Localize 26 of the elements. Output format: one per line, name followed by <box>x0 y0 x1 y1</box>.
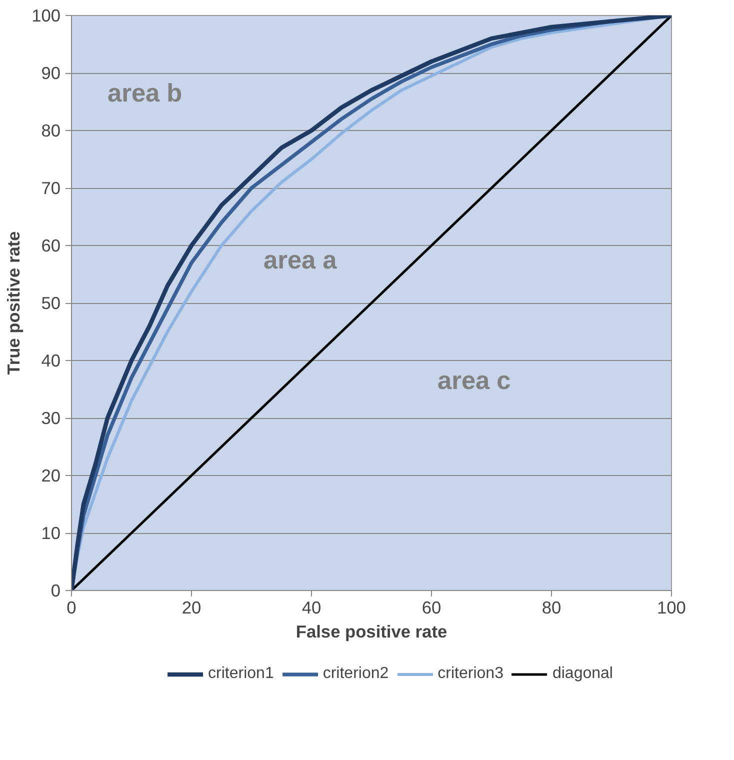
annotation: area a <box>264 246 338 274</box>
legend-label: criterion3 <box>438 665 504 683</box>
x-tick-label: 20 <box>182 598 202 618</box>
x-tick-label: 100 <box>657 598 686 618</box>
x-tick-label: 0 <box>66 598 76 618</box>
y-tick-label: 60 <box>41 236 61 256</box>
y-tick-label: 50 <box>41 293 61 313</box>
y-tick-label: 0 <box>50 580 61 600</box>
x-axis-title: False positive rate <box>296 622 448 642</box>
y-tick-label: 40 <box>41 350 61 370</box>
x-tick-label: 40 <box>302 598 322 618</box>
x-tick-label: 60 <box>422 598 442 618</box>
legend-label: criterion1 <box>208 665 274 683</box>
y-tick-label: 70 <box>41 178 61 198</box>
y-tick-label: 10 <box>41 523 61 543</box>
y-tick-label: 90 <box>41 63 61 83</box>
y-tick-label: 20 <box>41 466 61 486</box>
y-axis-title: True positive rate <box>4 230 24 375</box>
y-tick-label: 30 <box>41 408 61 428</box>
legend-label: criterion2 <box>322 665 389 683</box>
annotation: area c <box>438 367 511 395</box>
y-tick-label: 80 <box>41 120 61 140</box>
y-tick-label: 100 <box>32 6 61 26</box>
legend-label: diagonal <box>552 665 613 683</box>
x-tick-label: 80 <box>542 598 562 618</box>
annotation: area b <box>108 80 182 108</box>
